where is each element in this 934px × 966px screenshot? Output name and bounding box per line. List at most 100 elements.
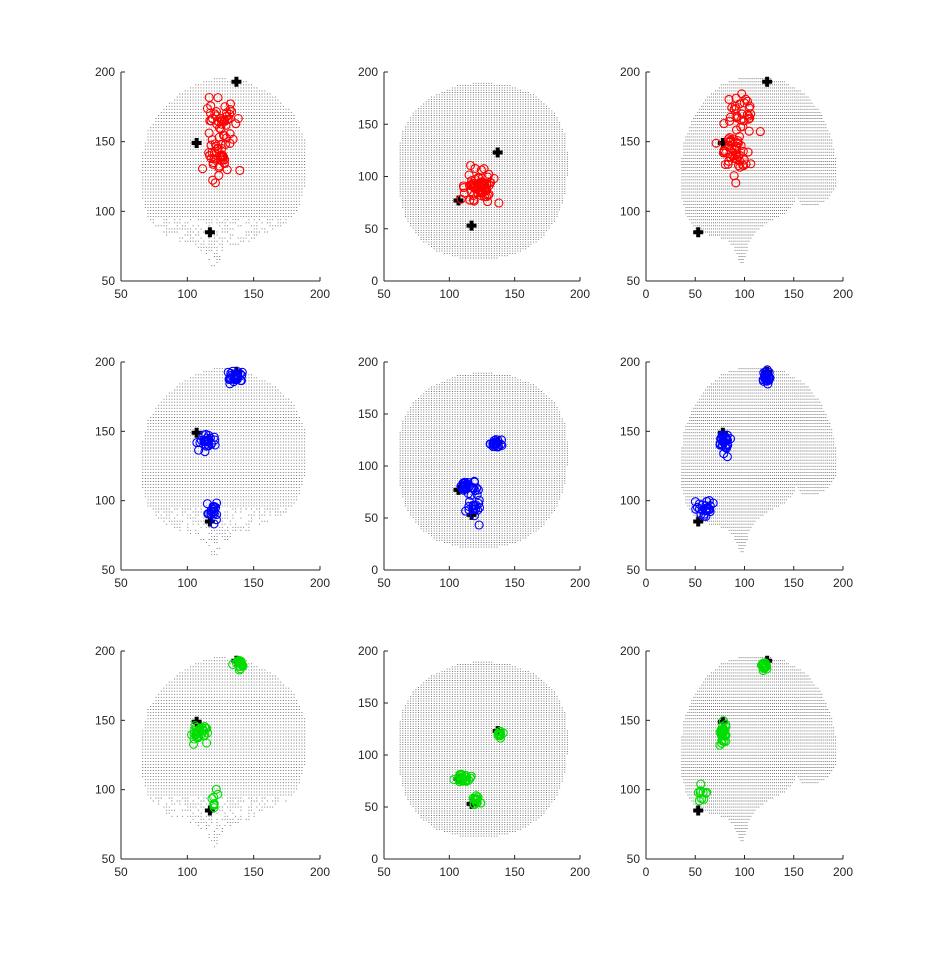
x-tick-label: 150 xyxy=(244,865,264,879)
y-tick-label: 150 xyxy=(620,713,640,727)
source-point xyxy=(479,192,489,202)
source-point xyxy=(219,116,229,126)
x-tick-label: 200 xyxy=(833,287,853,301)
source-point xyxy=(207,794,217,804)
x-tick-label: 100 xyxy=(177,287,197,301)
source-point xyxy=(724,156,734,166)
x-tick-label: 100 xyxy=(439,865,459,879)
source-point xyxy=(461,770,471,780)
source-point xyxy=(202,738,212,748)
sensor-marker xyxy=(191,138,202,149)
source-point xyxy=(468,793,478,803)
y-tick-label: 200 xyxy=(358,355,378,369)
source-point xyxy=(483,197,493,207)
y-tick-label: 100 xyxy=(95,204,115,218)
source-point xyxy=(209,792,219,802)
source-point xyxy=(692,502,703,512)
brain-voxel-grid xyxy=(399,82,568,259)
sensor-marker xyxy=(693,227,704,238)
sensor-marker xyxy=(231,76,242,87)
source-point xyxy=(197,723,207,733)
source-point xyxy=(226,373,236,384)
source-point xyxy=(732,143,742,153)
source-point xyxy=(701,501,711,511)
x-tick-label: 200 xyxy=(833,865,853,879)
x-tick-label: 100 xyxy=(439,287,459,301)
source-point xyxy=(215,152,225,162)
source-point xyxy=(755,127,765,137)
source-point xyxy=(234,665,244,675)
sensor-marker xyxy=(204,805,215,816)
x-tick-label: 50 xyxy=(689,576,703,590)
y-tick-label: 200 xyxy=(620,355,640,369)
x-tick-label: 50 xyxy=(377,576,391,590)
source-point xyxy=(696,509,706,519)
source-point xyxy=(469,477,480,487)
sensor-marker xyxy=(453,195,464,206)
x-tick-label: 0 xyxy=(643,576,650,590)
source-point xyxy=(222,111,232,121)
source-point xyxy=(214,170,224,180)
x-tick-label: 200 xyxy=(833,576,853,590)
source-point xyxy=(721,736,731,746)
x-tick-label: 50 xyxy=(114,865,128,879)
y-tick-label: 200 xyxy=(95,355,115,369)
x-tick-label: 150 xyxy=(784,576,804,590)
x-tick-label: 50 xyxy=(377,865,391,879)
y-tick-label: 50 xyxy=(365,222,379,236)
subplot-4: 50 100 150 200 50 100 150 200 xyxy=(95,355,330,590)
x-tick-label: 100 xyxy=(734,287,754,301)
sensor-marker xyxy=(466,509,477,520)
brain-voxel-grid xyxy=(142,368,306,556)
y-tick-label: 150 xyxy=(95,713,115,727)
y-tick-label: 100 xyxy=(358,459,378,473)
y-tick-label: 50 xyxy=(627,852,641,866)
source-point xyxy=(736,141,746,151)
source-point xyxy=(744,111,754,121)
source-point xyxy=(210,178,220,188)
source-point xyxy=(727,143,737,153)
sensor-marker xyxy=(693,516,704,527)
subplot-7: 50 100 150 200 50 100 150 200 xyxy=(95,644,330,879)
source-point xyxy=(489,173,499,184)
source-point xyxy=(222,165,232,175)
y-tick-label: 0 xyxy=(371,852,378,866)
x-tick-label: 50 xyxy=(689,287,703,301)
sensor-marker xyxy=(717,138,728,149)
source-point xyxy=(732,155,742,165)
source-point xyxy=(460,480,470,490)
source-point xyxy=(470,163,480,173)
y-tick-label: 0 xyxy=(371,563,378,577)
y-tick-label: 150 xyxy=(620,135,640,149)
source-point xyxy=(762,365,772,375)
source-point xyxy=(213,93,223,103)
source-point xyxy=(720,159,730,170)
source-point xyxy=(741,159,751,169)
source-point xyxy=(211,515,221,525)
sensor-marker xyxy=(466,220,477,231)
source-point xyxy=(479,164,489,174)
source-point xyxy=(725,137,735,147)
source-point xyxy=(494,198,504,208)
source-point xyxy=(477,173,487,183)
y-tick-label: 150 xyxy=(358,407,378,421)
source-point xyxy=(470,795,481,805)
x-tick-label: 150 xyxy=(505,865,525,879)
source-point xyxy=(699,509,709,519)
source-point xyxy=(193,732,203,742)
source-point xyxy=(742,96,753,106)
source-point xyxy=(459,188,469,198)
source-point xyxy=(232,374,242,384)
source-point xyxy=(458,484,469,494)
source-point xyxy=(231,119,241,129)
source-point xyxy=(466,490,476,500)
source-point xyxy=(761,374,771,384)
source-point xyxy=(208,502,219,512)
source-point xyxy=(211,111,221,121)
source-point xyxy=(691,504,701,514)
source-point xyxy=(711,138,721,148)
source-point xyxy=(228,134,238,144)
brain-voxel-grid xyxy=(399,372,568,548)
